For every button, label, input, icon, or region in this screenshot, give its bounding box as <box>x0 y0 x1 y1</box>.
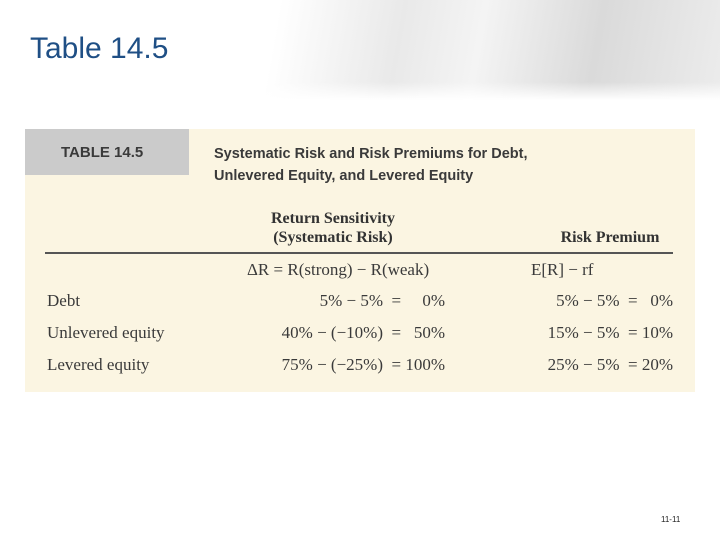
caption-line-1: Systematic Risk and Risk Premiums for De… <box>214 146 528 162</box>
header-band <box>0 0 720 100</box>
table-caption: Systematic Risk and Risk Premiums for De… <box>214 143 684 187</box>
premium-unlevered-equity: 15% − 5% = 10% <box>547 323 673 342</box>
premium-levered-equity: 25% − 5% = 20% <box>547 355 673 374</box>
column-header-line-1: Risk Premium <box>560 229 660 246</box>
sensitivity-unlevered-equity: 40% − (−10%) = 50% <box>281 323 445 342</box>
slide-title: Table 14.5 <box>30 32 169 65</box>
column-header-line-2: (Systematic Risk) <box>273 229 393 246</box>
premium-debt: 5% − 5% = 0% <box>556 291 673 310</box>
sensitivity-debt: 5% − 5% = 0% <box>319 291 445 310</box>
table-panel: TABLE 14.5 Systematic Risk and Risk Prem… <box>25 129 695 392</box>
caption-line-2: Unlevered Equity, and Levered Equity <box>214 168 474 184</box>
row-label-levered-equity: Levered equity <box>47 355 150 374</box>
sensitivity-levered-equity: 75% − (−25%) = 100% <box>281 355 445 374</box>
row-label-debt: Debt <box>47 291 81 310</box>
table-number: TABLE 14.5 <box>25 129 189 175</box>
column-header-sensitivity: Return Sensitivity (Systematic Risk) <box>253 209 413 247</box>
page-number: 11-11 <box>661 515 681 524</box>
formula-sensitivity: ΔR = R(strong) − R(weak) <box>247 260 430 279</box>
row-label-unlevered-equity: Unlevered equity <box>47 323 165 342</box>
column-header-premium: Risk Premium <box>530 228 690 247</box>
formula-premium: E[R] − rf <box>531 260 594 279</box>
column-header-line-1: Return Sensitivity <box>271 210 395 227</box>
header-rule <box>45 252 673 254</box>
